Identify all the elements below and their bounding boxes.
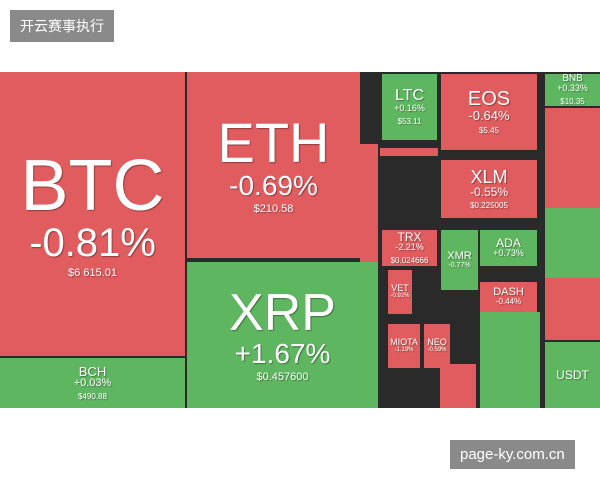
coin-tile: TRX -2.21% $0.024666 [382, 230, 437, 266]
coin-name: BTC [20, 145, 165, 226]
coin-change: +0.16% [394, 103, 425, 114]
coin-price: $6 615.01 [68, 266, 117, 279]
coin-change: +0.73% [493, 248, 524, 259]
coin-tile: LTC +0.16% $53.11 [382, 74, 437, 140]
coin-name: LTC [394, 87, 425, 105]
coin-name: TRX [397, 230, 422, 245]
coin-change: -1.19% [394, 347, 414, 354]
coin-price: $210.58 [253, 203, 294, 216]
coin-name: BCH [78, 363, 107, 379]
coin-change: -0.64% [468, 108, 510, 124]
coin-change: -0.92% [390, 293, 410, 300]
minor-tiles [440, 364, 476, 408]
coin-name: NEO [427, 337, 447, 348]
coin-name: VET [391, 283, 409, 294]
coin-change: -0.69% [229, 169, 318, 201]
coin-change: -0.59% [427, 347, 447, 354]
coin-name: DASH [493, 286, 524, 299]
coin-change: -0.44% [495, 297, 522, 307]
coin-tile: VET -0.92% [388, 270, 412, 314]
coin-tile: XMR -0.77% [441, 230, 478, 290]
coin-tile: USDT [545, 342, 600, 408]
coin-name: ADA [496, 236, 521, 251]
header-label: 开云赛事执行 [10, 10, 114, 42]
coin-change: +0.03% [73, 376, 112, 389]
coin-price: $490.88 [78, 392, 107, 402]
coin-tile: BCH +0.03% $490.88 [0, 358, 185, 408]
coin-tile: ADA +0.73% [480, 230, 537, 266]
minor-tiles [380, 148, 438, 156]
coin-name: EOS [467, 88, 511, 111]
coin-change: +1.67% [234, 337, 331, 369]
coin-price: $0.457600 [256, 371, 309, 384]
coin-change: -0.81% [29, 220, 156, 265]
coin-tile: BTC -0.81% $6 615.01 [0, 72, 185, 356]
coin-name: ETH [217, 110, 330, 174]
minor-tiles [545, 278, 600, 340]
coin-price: $53.11 [397, 116, 422, 126]
minor-tiles [480, 312, 540, 408]
coin-price: $0.225005 [470, 201, 508, 211]
coin-name: USDT [556, 368, 589, 382]
coin-name: XMR [447, 249, 472, 262]
coin-change: -0.55% [469, 184, 509, 199]
coin-change: -2.21% [395, 242, 424, 253]
coin-tile: MIOTA -1.19% [388, 324, 420, 368]
treemap: BTC -0.81% $6 615.01 BCH +0.03% $490.88 ETH -0.… [0, 72, 600, 408]
coin-tile: EOS -0.64% $5.45 [441, 74, 537, 150]
coin-name: MIOTA [390, 337, 418, 348]
coin-name: XLM [470, 166, 508, 187]
coin-tile: NEO -0.59% [424, 324, 450, 368]
coin-change: -0.77% [448, 261, 471, 269]
minor-tiles [545, 108, 600, 208]
coin-name: BNB [562, 74, 583, 85]
coin-tile: DASH -0.44% [480, 282, 537, 312]
coin-tile: XRP +1.67% $0.457600 [187, 262, 378, 408]
coin-tile: BNB +0.33% $10.35 [545, 74, 600, 106]
coin-price: $10.35 [560, 96, 585, 106]
coin-price: $0.024666 [390, 255, 429, 265]
minor-tiles [545, 208, 600, 278]
coin-price: $5.45 [478, 125, 500, 135]
coin-change: +0.33% [557, 83, 588, 94]
coin-name: XRP [229, 283, 336, 342]
footer-label: page-ky.com.cn [450, 440, 575, 469]
coin-tile: ETH -0.69% $210.58 [187, 72, 360, 258]
coin-tile: XLM -0.55% $0.225005 [441, 160, 537, 218]
